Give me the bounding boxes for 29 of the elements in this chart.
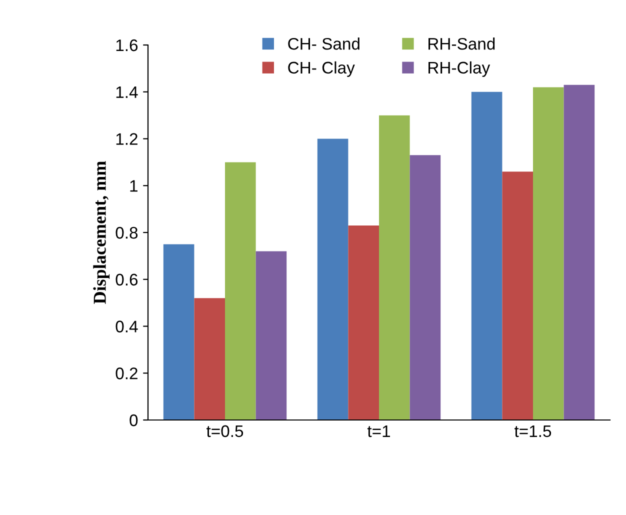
x-tick-label: t=1 (367, 425, 390, 438)
bar (533, 87, 564, 420)
bar (564, 84, 595, 420)
y-tick-label: 0.6 (116, 274, 138, 286)
bar (471, 92, 502, 420)
legend-label: RH-Clay (428, 61, 490, 77)
y-tick-label: 1.2 (116, 133, 138, 145)
bar (348, 225, 379, 420)
bar (379, 115, 410, 420)
bar (502, 172, 533, 420)
bar (225, 162, 256, 420)
bar (410, 155, 441, 420)
x-tick-label: t=0.5 (206, 425, 244, 438)
bar (256, 251, 287, 420)
legend-label: RH-Sand (428, 38, 495, 50)
bar (163, 244, 194, 420)
legend-label: CH- Clay (288, 61, 355, 77)
bar (194, 298, 225, 420)
y-tick-label: 0.2 (116, 368, 138, 380)
y-tick-label: 1.6 (116, 39, 138, 52)
y-axis-title: Displacement, mm (93, 161, 110, 304)
y-tick-label: 0 (130, 414, 138, 426)
bar (317, 138, 348, 420)
y-tick-label: 0.4 (116, 320, 138, 332)
x-tick-label: t=1.5 (514, 425, 552, 438)
y-tick-label: 1 (130, 180, 138, 192)
legend-label: CH- Sand (288, 38, 360, 50)
y-tick-label: 1.4 (116, 86, 138, 98)
y-tick-label: 0.8 (116, 226, 138, 239)
